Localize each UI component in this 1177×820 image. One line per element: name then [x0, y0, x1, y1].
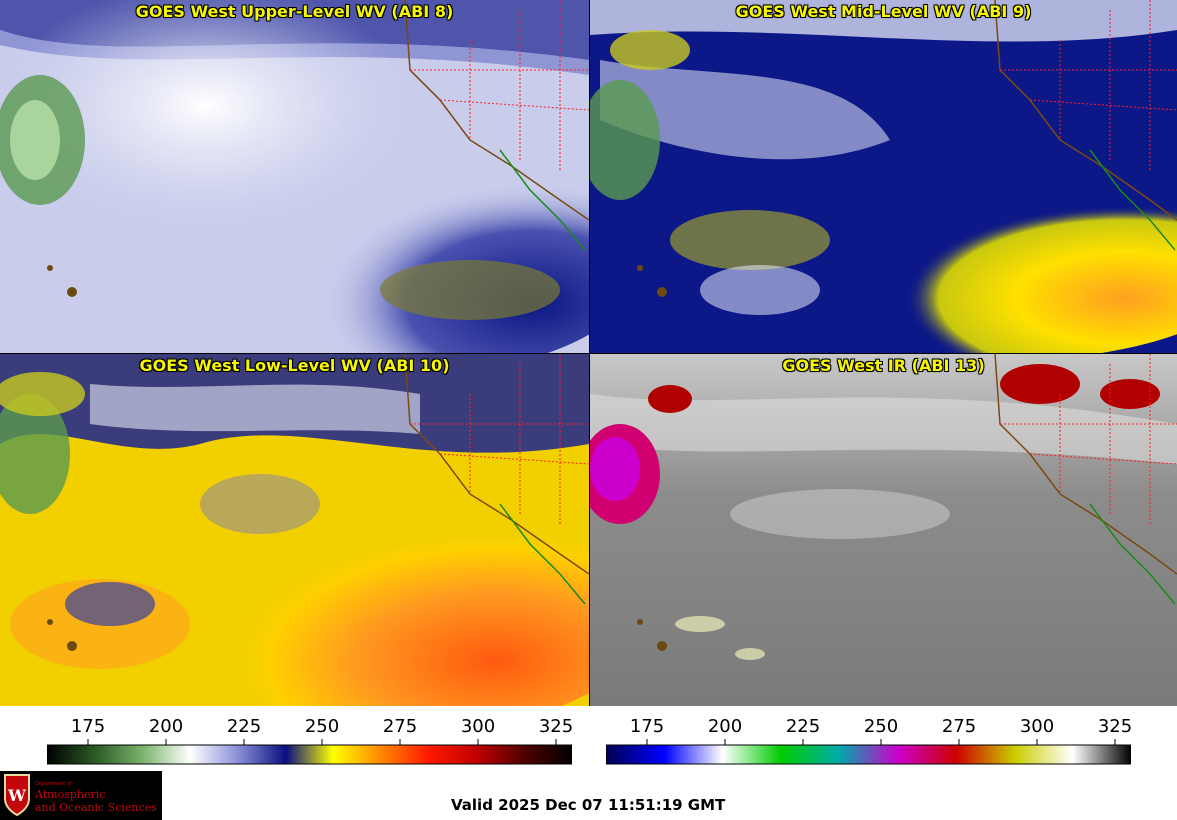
- colorbar-tick-label: 275: [942, 716, 976, 737]
- panel-title: GOES West Low-Level WV (ABI 10): [139, 356, 450, 375]
- mid-level-wv-image: [590, 0, 1177, 353]
- upper-level-wv-image: [0, 0, 589, 353]
- colorbar-tick-label: 225: [786, 716, 820, 737]
- ir-colorbar: 175 200 225 250 275 300 325: [606, 712, 1131, 766]
- panel-title: GOES West Upper-Level WV (ABI 8): [135, 2, 454, 21]
- ir-image: [590, 354, 1177, 706]
- colorbar-tick-label: 300: [461, 716, 495, 737]
- logo-dept: Department of: [35, 781, 72, 787]
- panel-title: GOES West IR (ABI 13): [782, 356, 985, 375]
- colorbar-tick-label: 250: [864, 716, 898, 737]
- colorbar-tick-label: 325: [1098, 716, 1131, 737]
- wv-colorbar: 175 200 225 250 275 300 325: [47, 712, 572, 766]
- mid-level-wv-panel: GOES West Mid-Level WV (ABI 9): [590, 0, 1177, 353]
- logo-line1: Atmospheric: [35, 788, 106, 801]
- colorbar-tick-label: 300: [1020, 716, 1054, 737]
- ir-panel: GOES West IR (ABI 13): [590, 354, 1177, 706]
- colorbar-tick-label: 175: [630, 716, 664, 737]
- ir-colorbar-ramp: [606, 744, 1131, 765]
- wv-colorbar-svg: 175 200 225 250 275 300 325: [47, 716, 572, 765]
- colorbar-tick-label: 225: [227, 716, 261, 737]
- uw-crest-icon: W: [4, 774, 30, 817]
- aos-logo: W Department of Atmospheric and Oceanic …: [0, 771, 162, 820]
- svg-text:W: W: [7, 786, 27, 805]
- colorbar-tick-label: 200: [149, 716, 183, 737]
- valid-time-label: Valid 2025 Dec 07 11:51:19 GMT: [451, 796, 726, 814]
- colorbar-tick-label: 175: [71, 716, 105, 737]
- wv-colorbar-ramp: [47, 744, 572, 765]
- low-level-wv-panel: GOES West Low-Level WV (ABI 10): [0, 354, 589, 706]
- logo-line2: and Oceanic Sciences: [35, 801, 157, 814]
- panel-title: GOES West Mid-Level WV (ABI 9): [735, 2, 1032, 21]
- low-level-wv-image: [0, 354, 589, 706]
- colorbar-tick-label: 250: [305, 716, 339, 737]
- colorbar-tick-label: 275: [383, 716, 417, 737]
- ir-colorbar-svg: 175 200 225 250 275 300 325: [606, 716, 1131, 765]
- panel-divider-horizontal: [0, 353, 1177, 354]
- upper-level-wv-panel: GOES West Upper-Level WV (ABI 8): [0, 0, 589, 353]
- colorbar-tick-label: 325: [539, 716, 572, 737]
- colorbar-tick-label: 200: [708, 716, 742, 737]
